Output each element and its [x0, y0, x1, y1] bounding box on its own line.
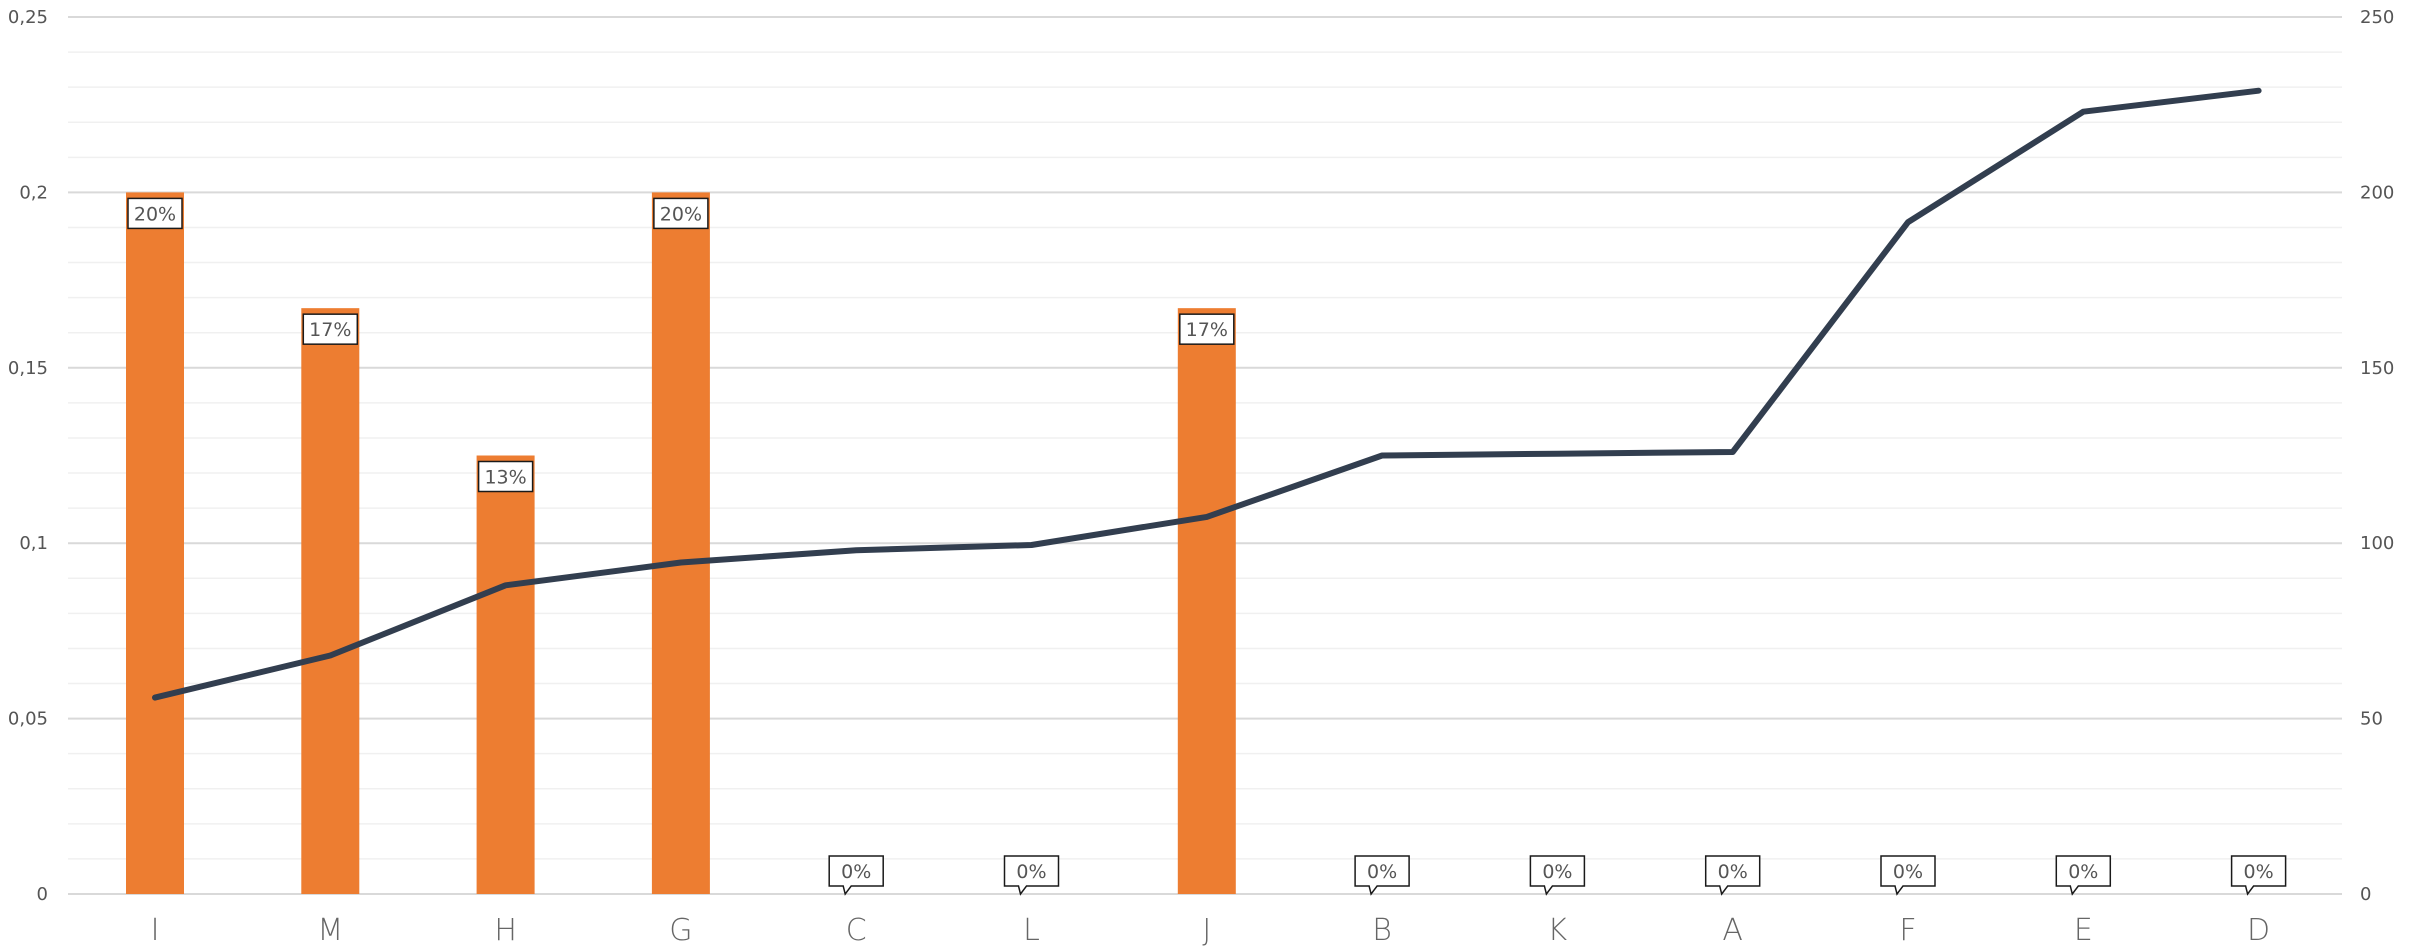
data-label-callout: 0%	[1880, 855, 1936, 896]
data-label-box	[1179, 313, 1235, 345]
data-label-callout: 20%	[127, 197, 183, 230]
bar	[1177, 308, 1236, 894]
category-label: A	[1722, 913, 1743, 948]
data-label-box	[2055, 855, 2112, 896]
data-label-text: 0%	[1542, 861, 1572, 883]
bar	[651, 192, 710, 894]
category-label: F	[1899, 913, 1916, 948]
data-label-box	[653, 197, 709, 230]
category-label: D	[2247, 913, 2270, 948]
data-label-box	[1880, 855, 1936, 896]
category-label: J	[1202, 913, 1211, 948]
category-label: L	[1023, 913, 1040, 948]
data-label-callout: 0%	[1003, 855, 1060, 896]
line-series	[152, 87, 2262, 701]
data-label-box	[1003, 855, 1060, 896]
data-label-box	[1704, 855, 1761, 896]
data-label-box	[477, 460, 534, 493]
left-tick-label: 0	[37, 884, 48, 905]
bar	[476, 455, 535, 894]
data-label-box	[828, 855, 884, 896]
category-label: K	[1548, 913, 1568, 948]
left-tick-label: 0,15	[8, 358, 48, 379]
data-label-callout: 0%	[2230, 855, 2287, 896]
data-label-text: 20%	[660, 203, 702, 225]
data-label-callout: 17%	[1179, 313, 1235, 345]
right-tick-label: 150	[2360, 358, 2394, 379]
category-label: B	[1372, 913, 1392, 948]
data-label-text: 13%	[484, 467, 526, 489]
category-label: C	[846, 913, 867, 948]
bar-series	[126, 192, 1236, 894]
category-label: H	[494, 913, 517, 948]
data-label-text: 0%	[1718, 861, 1748, 883]
category-label: E	[2074, 913, 2093, 948]
data-label-callout: 0%	[1529, 855, 1586, 896]
left-tick-label: 0,1	[19, 533, 48, 554]
series-line	[152, 87, 2262, 701]
left-y-axis: 0 0,05 0,1 0,15 0,2 0,25	[8, 7, 48, 905]
right-y-axis: 0 50 100 150 200 250	[2360, 7, 2394, 905]
left-tick-label: 0,25	[8, 7, 48, 28]
data-label-text: 20%	[134, 203, 176, 225]
data-label-callout: 0%	[828, 855, 884, 896]
data-label-callout: 0%	[1704, 855, 1761, 896]
data-label-callout: 17%	[302, 313, 359, 345]
right-tick-label: 0	[2360, 884, 2371, 905]
data-label-callout: 0%	[2055, 855, 2112, 896]
data-label-callout: 13%	[477, 460, 534, 493]
data-label-box	[2230, 855, 2287, 896]
right-tick-label: 100	[2360, 533, 2394, 554]
right-tick-label: 200	[2360, 182, 2394, 203]
data-label-text: 0%	[1016, 861, 1046, 883]
data-label-text: 0%	[1893, 861, 1923, 883]
bar	[126, 192, 184, 894]
left-tick-label: 0,2	[19, 182, 48, 203]
left-tick-label: 0,05	[8, 709, 48, 730]
right-tick-label: 50	[2360, 709, 2383, 730]
data-label-box	[1354, 855, 1410, 896]
data-label-text: 0%	[841, 861, 871, 883]
category-label: I	[151, 913, 160, 948]
data-label-text: 17%	[1186, 319, 1228, 341]
category-label: G	[669, 913, 692, 948]
bar	[301, 308, 360, 894]
data-label-text: 0%	[1367, 861, 1397, 883]
data-label-callout: 0%	[1354, 855, 1410, 896]
data-label-box	[302, 313, 359, 345]
category-label: M	[317, 913, 343, 948]
data-label-text: 17%	[309, 319, 351, 341]
data-label-box	[127, 197, 183, 230]
data-labels: 20% 17% 13% 20% 0% 0% 17% 0% 0% 0% 0% 0% 0%	[127, 197, 2287, 896]
data-label-box	[1529, 855, 1586, 896]
data-label-text: 0%	[2068, 861, 2098, 883]
data-label-callout: 20%	[653, 197, 709, 230]
right-tick-label: 250	[2360, 7, 2394, 28]
data-label-text: 0%	[2244, 861, 2274, 883]
